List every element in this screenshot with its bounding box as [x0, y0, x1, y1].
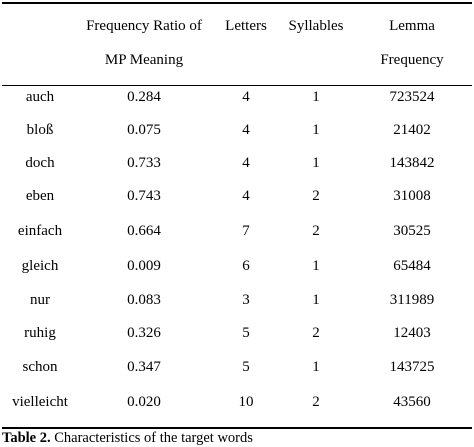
- cell-frequency-ratio: 0.733: [127, 155, 161, 171]
- caption-label: Table 2.: [2, 430, 51, 446]
- cell-word: vielleicht: [12, 394, 68, 410]
- cell-syllables: 2: [312, 223, 320, 239]
- cell-lemma-frequency: 21402: [393, 122, 431, 138]
- cell-word: nur: [30, 292, 50, 308]
- cell-lemma-frequency: 143842: [389, 155, 435, 171]
- cell-syllables: 1: [312, 359, 320, 375]
- cell-lemma-frequency: 723524: [389, 89, 435, 105]
- cell-word: schon: [22, 359, 58, 375]
- cell-syllables: 1: [312, 89, 320, 105]
- cell-frequency-ratio: 0.020: [127, 394, 161, 410]
- header-letters: Letters: [225, 18, 267, 34]
- cell-word: einfach: [17, 223, 63, 239]
- cell-lemma-frequency: 30525: [393, 223, 431, 239]
- cell-word: auch: [25, 89, 55, 105]
- cell-frequency-ratio: 0.075: [127, 122, 161, 138]
- cell-syllables: 1: [312, 122, 320, 138]
- cell-letters: 4: [242, 188, 250, 204]
- header-frequency-ratio-line1: Frequency Ratio of: [86, 18, 202, 34]
- cell-letters: 5: [242, 325, 250, 341]
- cell-letters: 7: [242, 223, 250, 239]
- cell-lemma-frequency: 43560: [393, 394, 431, 410]
- cell-syllables: 2: [312, 188, 320, 204]
- cell-syllables: 2: [312, 394, 320, 410]
- table-bottom-rule: [2, 427, 472, 429]
- cell-frequency-ratio: 0.664: [127, 223, 161, 239]
- cell-word: gleich: [21, 258, 59, 274]
- cell-letters: 4: [242, 122, 250, 138]
- cell-frequency-ratio: 0.326: [127, 325, 161, 341]
- table-top-rule: [2, 2, 472, 4]
- cell-word: ruhig: [24, 325, 56, 341]
- cell-word: doch: [25, 155, 55, 171]
- cell-frequency-ratio: 0.347: [127, 359, 161, 375]
- cell-lemma-frequency: 65484: [393, 258, 431, 274]
- cell-syllables: 1: [312, 292, 320, 308]
- cell-syllables: 1: [312, 258, 320, 274]
- cell-lemma-frequency: 143725: [389, 359, 435, 375]
- cell-letters: 10: [238, 394, 254, 410]
- cell-letters: 4: [242, 155, 250, 171]
- cell-frequency-ratio: 0.009: [127, 258, 161, 274]
- cell-frequency-ratio: 0.083: [127, 292, 161, 308]
- cell-frequency-ratio: 0.284: [127, 89, 161, 105]
- header-lemma-line1: Lemma: [389, 18, 435, 34]
- header-syllables: Syllables: [288, 18, 344, 34]
- cell-lemma-frequency: 12403: [393, 325, 431, 341]
- table-header-rule: [2, 85, 472, 86]
- table-caption: Table 2. Characteristics of the target w…: [2, 429, 253, 447]
- cell-syllables: 1: [312, 155, 320, 171]
- cell-lemma-frequency: 31008: [393, 188, 431, 204]
- header-lemma-line2: Frequency: [380, 52, 444, 68]
- cell-word: bloß: [26, 122, 54, 138]
- caption-text: Characteristics of the target words: [50, 430, 253, 446]
- header-frequency-ratio-line2: MP Meaning: [104, 52, 184, 68]
- cell-letters: 5: [242, 359, 250, 375]
- cell-frequency-ratio: 0.743: [127, 188, 161, 204]
- cell-letters: 3: [242, 292, 250, 308]
- cell-letters: 6: [242, 258, 250, 274]
- cell-syllables: 2: [312, 325, 320, 341]
- cell-letters: 4: [242, 89, 250, 105]
- cell-lemma-frequency: 311989: [389, 292, 435, 308]
- cell-word: eben: [25, 188, 55, 204]
